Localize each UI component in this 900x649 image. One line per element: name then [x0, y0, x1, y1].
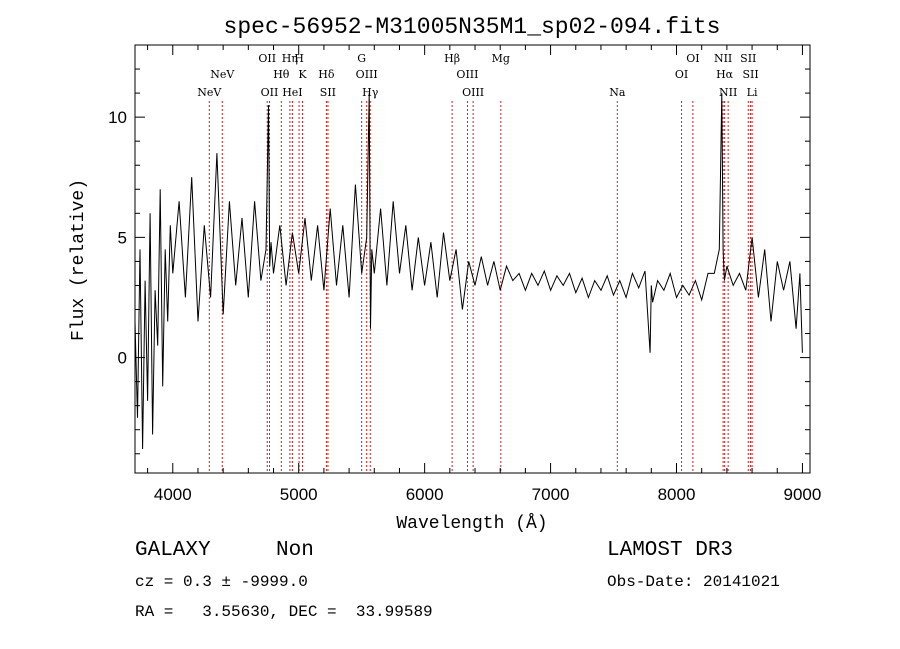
line-label: G	[357, 52, 366, 65]
line-label: Hβ	[444, 52, 460, 65]
line-label: K	[298, 68, 307, 81]
chart-title: spec-56952-M31005N35M1_sp02-094.fits	[224, 14, 721, 40]
emission-line-labels: NeV NeV OII OII Hθ Hη HeI HK Hδ SII G OIII Hγ Hβ OIII O…	[197, 52, 758, 99]
line-label: Hη	[282, 52, 298, 65]
line-label: Hδ	[318, 68, 335, 81]
x-tick-label: 7000	[532, 485, 570, 504]
x-tick-label: 5000	[280, 485, 318, 504]
subclass-label: Non	[276, 539, 314, 562]
line-label: OI	[686, 52, 699, 65]
plot-frame	[134, 44, 811, 474]
line-label: SII	[740, 52, 756, 65]
line-label: H	[294, 52, 304, 65]
x-axis-label: Wavelength (Å)	[396, 513, 547, 534]
y-tick-label: 5	[118, 228, 127, 247]
line-label: NII	[714, 52, 732, 65]
line-label: Mg	[492, 52, 510, 65]
line-label: HeI	[282, 86, 302, 99]
line-label: OII	[258, 52, 276, 65]
line-label: OII	[261, 86, 279, 99]
spectrum-line	[134, 93, 803, 450]
line-label: SII	[320, 86, 336, 99]
line-label: OIII	[462, 86, 484, 99]
line-label: SII	[742, 68, 758, 81]
y-axis-label: Flux (relative)	[69, 179, 89, 341]
emission-line-markers	[208, 101, 753, 473]
line-label: NeV	[210, 68, 235, 81]
y-tick-label: 10	[108, 108, 127, 127]
line-label: Li	[747, 86, 758, 99]
y-tick-label: 0	[118, 349, 127, 368]
redshift-text: cz = 0.3 ± -9999.0	[135, 573, 308, 591]
line-label: Hγ	[362, 86, 379, 99]
survey-label: LAMOST DR3	[607, 539, 734, 562]
obs-date-text: Obs-Date: 20141021	[607, 573, 780, 591]
x-tick-label: 4000	[154, 485, 192, 504]
classification-label: GALAXY	[135, 539, 211, 562]
x-tick-label: 9000	[784, 485, 822, 504]
line-label: NII	[719, 86, 737, 99]
line-label: NeV	[197, 86, 222, 99]
coordinates-text: RA = 3.55630, DEC = 33.99589	[135, 603, 433, 621]
line-label: Hθ	[273, 68, 290, 81]
x-tick-label: 8000	[658, 485, 696, 504]
axis-ticks: 4000 5000 6000 7000 8000 9000 0 5 10	[108, 45, 821, 504]
line-label: Na	[609, 86, 626, 99]
line-label: OI	[675, 68, 688, 81]
line-label: OIII	[356, 68, 378, 81]
x-tick-label: 6000	[406, 485, 444, 504]
line-label: Hα	[716, 68, 734, 81]
line-label: OIII	[456, 68, 478, 81]
